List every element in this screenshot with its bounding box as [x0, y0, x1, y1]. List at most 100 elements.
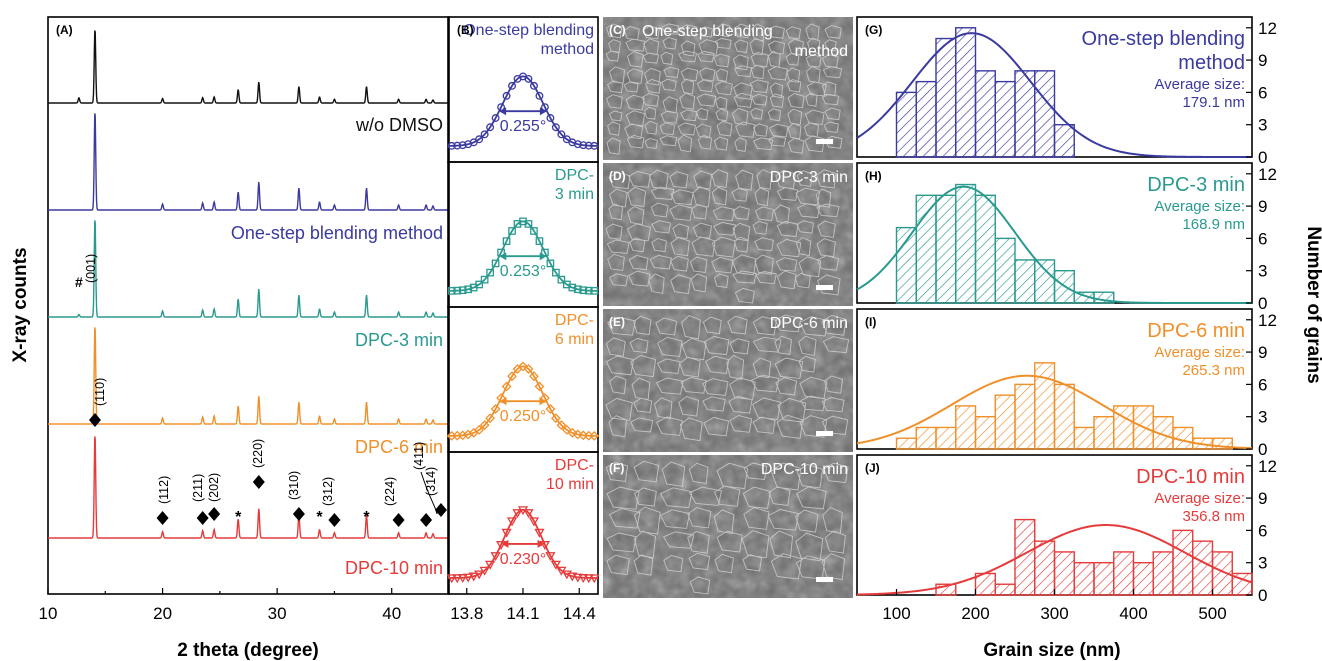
peak-data-point: [546, 114, 555, 122]
histogram-y-tick-label: 3: [1258, 116, 1267, 135]
peak-data-point: [506, 517, 518, 527]
histogram-bar: [935, 426, 957, 450]
panel-a-label: (A): [56, 23, 73, 37]
histogram-y-tick-label: 12: [1258, 19, 1277, 38]
gaussian-fit-line: [856, 185, 1252, 304]
peak-data-point: [583, 574, 594, 584]
peak-zoom-sample-label: DPC-: [555, 312, 594, 329]
peak-data-point: [567, 427, 578, 438]
peak-data-point: [534, 381, 545, 392]
peak-data-point: [550, 413, 561, 424]
histogram-bar: [994, 583, 1016, 596]
peak-zoom-subpanel: 0.230° DPC- 10 min: [446, 451, 600, 595]
histogram-y-tick-label: 3: [1258, 408, 1267, 427]
peak-data-point: [508, 227, 516, 235]
peak-zoom-sample-label: One-step blending: [463, 22, 594, 39]
peak-data-point: [447, 141, 456, 150]
xrd-annotations: w/o DMSO One-step blending method DPC-3 mi…: [75, 115, 447, 578]
histogram-y-tick-label: 6: [1258, 83, 1267, 102]
fwhm-label: 0.255°: [500, 118, 546, 135]
histogram-y-tick-label: 3: [1258, 262, 1267, 281]
peak-zoom-x-tick-label: 14.1: [506, 604, 539, 623]
histogram-y-tick-label: 6: [1258, 229, 1267, 248]
sem-scale-bar: [816, 285, 833, 290]
sem-image-panel: (E) DPC-6 min: [603, 309, 853, 452]
peak-data-point: [535, 91, 544, 100]
peak-data-point: [486, 268, 494, 277]
peak-data-point: [491, 259, 500, 268]
peak-data-point: [463, 573, 474, 583]
histogram-bar: [955, 405, 977, 450]
sem-scale-bar: [816, 431, 833, 436]
pbi2-peak-label: (001): [84, 254, 98, 283]
fwhm-label: 0.253°: [500, 263, 546, 280]
fwhm-arrowhead: [501, 539, 509, 548]
fwhm-label: 0.250°: [500, 408, 546, 425]
histogram-bar: [935, 583, 957, 596]
histogram-x-tick-label: 300: [1040, 604, 1068, 623]
histogram-y-tick-label: 0: [1258, 586, 1267, 605]
xrd-series-line: [48, 436, 449, 539]
average-size-value: 265.3 nm: [1182, 362, 1245, 379]
histogram-bar: [1014, 259, 1036, 304]
histogram-bar: [935, 37, 957, 158]
sem-image-panel: (D) DPC-3 min: [603, 163, 853, 306]
histogram-bar: [1034, 259, 1056, 304]
xrd-series-label: One-step blending method: [231, 223, 443, 243]
peak-data-point: [524, 220, 533, 228]
histogram-panel-letter: (G): [865, 23, 882, 37]
average-size-label: Average size:: [1154, 344, 1245, 361]
histogram-y-tick-label: 0: [1258, 148, 1267, 167]
peak-data-point: [584, 141, 593, 150]
miller-index-label: (314): [424, 467, 438, 496]
phase-diamond-marker: [156, 511, 169, 525]
histogram-bar: [1093, 415, 1115, 450]
peak-zoom-sample-label: 6 min: [555, 331, 594, 348]
peak-data-point: [502, 91, 511, 100]
panel-a: (A) w/o DMSO One-step blending method DPC-…: [10, 16, 450, 661]
histogram-y-tick-label: 3: [1258, 554, 1267, 573]
sem-panel-letter: (F): [609, 461, 624, 475]
histogram-x-tick-label: 400: [1119, 604, 1147, 623]
xrd-series-label: DPC-10 min: [345, 558, 443, 578]
peak-data-point: [539, 541, 551, 551]
peak-fit-line: [448, 508, 598, 579]
histogram-bar: [1053, 551, 1075, 596]
peak-data-point: [557, 130, 566, 139]
peak-data-point: [530, 81, 538, 90]
fwhm-arrowhead: [537, 539, 545, 548]
sem-grain-boundaries: [605, 23, 843, 155]
peak-data-point: [474, 424, 485, 435]
peak-fit-line: [447, 75, 599, 147]
average-size-label: Average size:: [1154, 198, 1245, 215]
xrd-x-tick-label: 10: [39, 604, 58, 623]
histogram-bar: [1093, 561, 1115, 596]
peak-data-point: [486, 123, 495, 132]
peak-data-point: [468, 572, 479, 582]
peak-fit-line: [447, 220, 599, 292]
phase-diamond-marker: [420, 513, 433, 527]
histogram-y-tick-label: 12: [1258, 457, 1277, 476]
histogram-bar: [1053, 123, 1075, 158]
peak-data-point: [452, 574, 463, 584]
fwhm-arrowhead: [539, 107, 547, 116]
peak-zoom-sample-label: 10 min: [546, 476, 594, 493]
histogram-bar: [915, 80, 937, 158]
histogram-bar: [955, 27, 977, 158]
peak-data-point: [458, 141, 467, 150]
miller-index-label: (411): [412, 442, 426, 470]
sem-sample-label: DPC-3 min: [770, 169, 848, 186]
peak-data-point: [480, 130, 489, 139]
peak-data-point: [485, 413, 496, 424]
peak-data-point: [590, 287, 599, 295]
peak-data-point: [484, 560, 496, 570]
histogram-sample-label: One-step blending: [1082, 28, 1245, 50]
fwhm-arrowhead: [539, 252, 547, 261]
peak-data-point: [545, 404, 556, 414]
peak-data-point: [556, 420, 567, 431]
peak-data-point: [490, 552, 501, 562]
phase-diamond-marker: [292, 507, 305, 521]
average-size-value: 179.1 nm: [1182, 94, 1245, 111]
peak-data-point: [495, 541, 507, 551]
xrd-series-line: [48, 30, 449, 104]
